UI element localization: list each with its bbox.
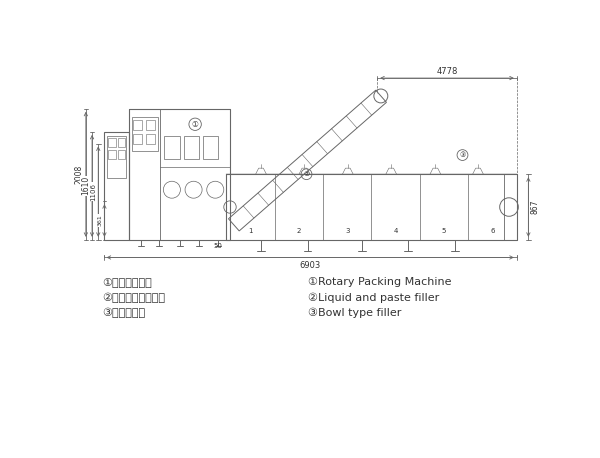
Text: ②: ② (304, 171, 310, 177)
Bar (109, 138, 116, 147)
Bar (146, 133, 155, 143)
Bar (104, 132, 129, 240)
Text: 4778: 4778 (436, 67, 458, 76)
Text: ①Rotary Packing Machine: ①Rotary Packing Machine (308, 277, 451, 287)
Text: 1106: 1106 (90, 183, 96, 201)
Bar (107, 136, 126, 178)
Bar (146, 120, 155, 130)
Text: ①: ① (191, 120, 199, 129)
Bar (129, 109, 230, 240)
Text: 867: 867 (531, 200, 540, 214)
Text: 4: 4 (394, 228, 398, 234)
Bar (184, 136, 199, 159)
Text: ①给袋式包装机: ①给袋式包装机 (102, 277, 152, 287)
Bar (164, 136, 179, 159)
Bar (129, 109, 160, 240)
Bar (131, 116, 158, 151)
Bar (118, 150, 125, 159)
Text: 1610: 1610 (81, 176, 90, 196)
Text: ③: ③ (460, 152, 466, 158)
Text: 50: 50 (214, 243, 223, 249)
Text: 6903: 6903 (299, 262, 321, 270)
Text: ②液体、酱体灌装机: ②液体、酱体灌装机 (102, 292, 165, 303)
Bar (203, 136, 218, 159)
Text: ③Bowl type filler: ③Bowl type filler (308, 308, 401, 318)
Text: 361: 361 (97, 215, 102, 226)
Bar (503, 174, 517, 240)
Bar (109, 150, 116, 159)
Bar (133, 133, 142, 143)
Text: 1: 1 (248, 228, 253, 234)
Text: ③碎状输送机: ③碎状输送机 (102, 308, 145, 318)
Bar (133, 120, 142, 130)
Text: 6: 6 (490, 228, 495, 234)
Bar (118, 138, 125, 147)
Text: 3: 3 (345, 228, 349, 234)
Text: 2: 2 (296, 228, 301, 234)
Text: 2008: 2008 (74, 165, 83, 184)
Bar (226, 174, 517, 240)
Text: ②Liquid and paste filler: ②Liquid and paste filler (308, 292, 439, 303)
Text: 5: 5 (442, 228, 446, 234)
